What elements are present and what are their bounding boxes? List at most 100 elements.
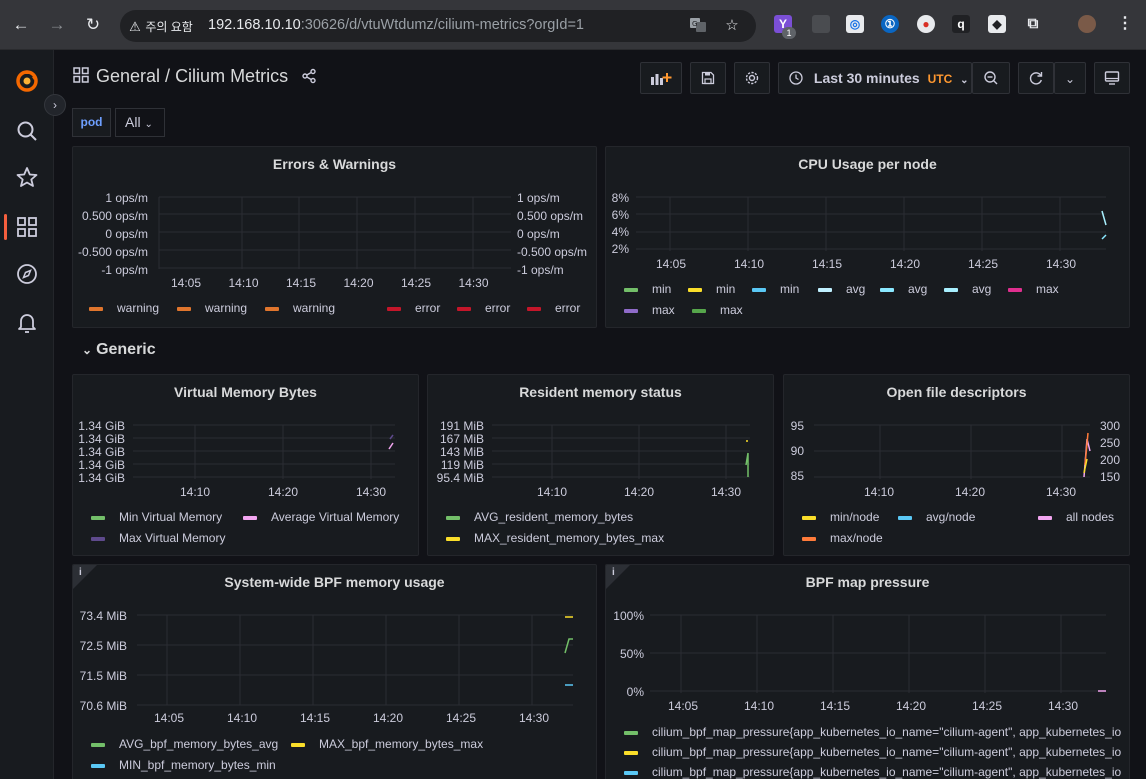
panel-bpf-memory[interactable]: i System-wide BPF memory usage 73.4 MiB 7…: [72, 564, 597, 779]
legend-swatch: [1038, 515, 1052, 520]
y-axis-tick-label: 6%: [611, 208, 629, 222]
legend-item[interactable]: max: [692, 303, 743, 317]
graph-resident-memory[interactable]: [492, 424, 750, 479]
legend-item[interactable]: cilium_bpf_map_pressure{app_kubernetes_i…: [624, 725, 1121, 739]
legend-item[interactable]: Max Virtual Memory: [91, 531, 225, 545]
legend-item[interactable]: min: [624, 282, 671, 296]
graph-virtual-memory[interactable]: [133, 424, 395, 479]
panel-info-corner[interactable]: [606, 565, 630, 589]
legend-item[interactable]: warning: [265, 301, 335, 315]
legend-item[interactable]: max/node: [802, 531, 883, 545]
legend-item[interactable]: cilium_bpf_map_pressure{app_kubernetes_i…: [624, 745, 1121, 759]
graph-bpf-memory[interactable]: [137, 614, 573, 706]
legend-label: max/node: [830, 531, 883, 545]
tv-mode-button[interactable]: [1094, 62, 1130, 94]
graph-bpf-map-pressure[interactable]: [650, 614, 1106, 693]
legend-item[interactable]: Min Virtual Memory: [91, 510, 222, 524]
legend-item[interactable]: avg/node: [898, 510, 975, 524]
legend-item[interactable]: AVG_bpf_memory_bytes_avg: [91, 737, 278, 751]
extension-password-icon[interactable]: ①: [881, 15, 899, 33]
dashboard-settings-button[interactable]: [734, 62, 770, 94]
translate-icon[interactable]: G: [688, 16, 708, 36]
share-icon[interactable]: [301, 68, 317, 89]
panel-errors-warnings[interactable]: Errors & Warnings 1 ops/m 0.500 ops/m 0 op…: [72, 146, 597, 328]
y-axis-tick-label: 95: [790, 419, 804, 433]
panel-open-fds[interactable]: Open file descriptors 95 90 85 300 250 200 150…: [783, 374, 1130, 556]
alerting-bell-icon[interactable]: [14, 309, 40, 335]
row-collapse-generic[interactable]: ⌄ Generic: [82, 341, 156, 359]
browser-menu-icon[interactable]: ⋮: [1117, 15, 1133, 32]
breadcrumb-folder[interactable]: General: [96, 66, 161, 86]
legend-item[interactable]: min: [752, 282, 799, 296]
legend-item[interactable]: min: [688, 282, 735, 296]
legend-item[interactable]: Average Virtual Memory: [243, 510, 399, 524]
grafana-logo-icon[interactable]: [14, 68, 40, 94]
time-picker-button[interactable]: Last 30 minutes UTC ⌄: [778, 62, 972, 94]
y-axis-tick-label: 100%: [613, 609, 644, 623]
legend-item[interactable]: avg: [880, 282, 927, 296]
security-warning[interactable]: ⚠ 주의 요함: [128, 18, 193, 35]
y-axis-tick-label: 300: [1100, 419, 1121, 433]
legend-label: Max Virtual Memory: [119, 531, 226, 545]
zoom-out-button[interactable]: [972, 62, 1010, 94]
reload-icon[interactable]: ↻: [85, 15, 101, 34]
legend-item[interactable]: all nodes: [1038, 510, 1114, 524]
legend-item[interactable]: max: [624, 303, 675, 317]
refresh-interval-dropdown[interactable]: ⌄: [1054, 62, 1086, 94]
panel-cpu-usage[interactable]: CPU Usage per node 8% 6% 4% 2% 14:05 14:10 14:…: [605, 146, 1130, 328]
y-axis-tick-label: 250: [1100, 436, 1121, 450]
legend-item[interactable]: MIN_bpf_memory_bytes_min: [91, 758, 276, 772]
url-text[interactable]: 192.168.10.10:30626/d/vtuWtdumz/cilium-m…: [208, 17, 584, 33]
panel-bpf-map-pressure[interactable]: i BPF map pressure 100% 50% 0% 14:05 14:10 14…: [605, 564, 1130, 779]
bookmark-star-icon[interactable]: ☆: [725, 17, 739, 34]
y-axis-tick-label: -1 ops/m: [101, 263, 148, 277]
legend-item[interactable]: avg: [818, 282, 865, 296]
search-icon[interactable]: [14, 118, 40, 144]
legend-item[interactable]: min/node: [802, 510, 879, 524]
x-axis-tick-label: 14:20: [343, 276, 374, 290]
back-icon[interactable]: ←: [12, 15, 30, 34]
refresh-icon: [1028, 70, 1044, 86]
legend-item[interactable]: warning: [89, 301, 159, 315]
legend-item[interactable]: warning: [177, 301, 247, 315]
legend-item[interactable]: avg: [944, 282, 991, 296]
extensions-puzzle-icon[interactable]: ⧉: [1027, 15, 1039, 32]
extension-q-icon[interactable]: q: [952, 15, 970, 33]
legend-swatch: [91, 515, 105, 520]
legend-item[interactable]: error: [527, 301, 580, 315]
extension-red-icon[interactable]: ●: [917, 15, 935, 33]
refresh-button[interactable]: [1018, 62, 1054, 94]
add-panel-button[interactable]: [640, 62, 682, 94]
graph-errors-warnings[interactable]: [158, 196, 511, 269]
legend-item[interactable]: MAX_resident_memory_bytes_max: [446, 531, 664, 545]
save-dashboard-button[interactable]: [690, 62, 726, 94]
starred-icon[interactable]: [14, 165, 40, 191]
page-title[interactable]: Cilium Metrics: [175, 66, 289, 86]
panel-resident-memory[interactable]: Resident memory status 191 MiB 167 MiB 143…: [427, 374, 774, 556]
extension-cube-icon[interactable]: ◆: [988, 15, 1006, 33]
legend-item[interactable]: AVG_resident_memory_bytes: [446, 510, 633, 524]
graph-cpu-usage[interactable]: [636, 196, 1107, 251]
panel-virtual-memory[interactable]: Virtual Memory Bytes 1.34 GiB 1.34 GiB 1.3…: [72, 374, 419, 556]
extension-shield-icon[interactable]: ◎: [846, 15, 864, 33]
graph-open-fds[interactable]: [814, 424, 1091, 479]
legend-item[interactable]: error: [387, 301, 440, 315]
expand-menu-button[interactable]: ›: [44, 94, 66, 116]
legend-swatch: [624, 287, 638, 292]
explore-compass-icon[interactable]: [14, 261, 40, 287]
legend-item[interactable]: error: [457, 301, 510, 315]
y-axis-tick-label: 71.5 MiB: [79, 669, 127, 683]
dashboards-icon[interactable]: [14, 214, 40, 240]
x-axis-tick-label: 14:20: [623, 485, 655, 499]
panel-info-corner[interactable]: [73, 565, 97, 589]
legend-item[interactable]: MAX_bpf_memory_bytes_max: [291, 737, 483, 751]
legend-item[interactable]: cilium_bpf_map_pressure{app_kubernetes_i…: [624, 765, 1121, 779]
variable-select-pod[interactable]: All ⌄: [115, 108, 165, 137]
extension-blank-icon[interactable]: [812, 15, 830, 33]
address-bar[interactable]: ⚠ 주의 요함 192.168.10.10:30626/d/vtuWtdumz/…: [120, 10, 756, 42]
y-axis-tick-label: 72.5 MiB: [79, 639, 127, 653]
forward-icon[interactable]: →: [48, 15, 66, 34]
x-axis-tick-label: 14:30: [710, 485, 742, 499]
profile-avatar[interactable]: [1078, 15, 1096, 33]
legend-item[interactable]: max: [1008, 282, 1059, 296]
